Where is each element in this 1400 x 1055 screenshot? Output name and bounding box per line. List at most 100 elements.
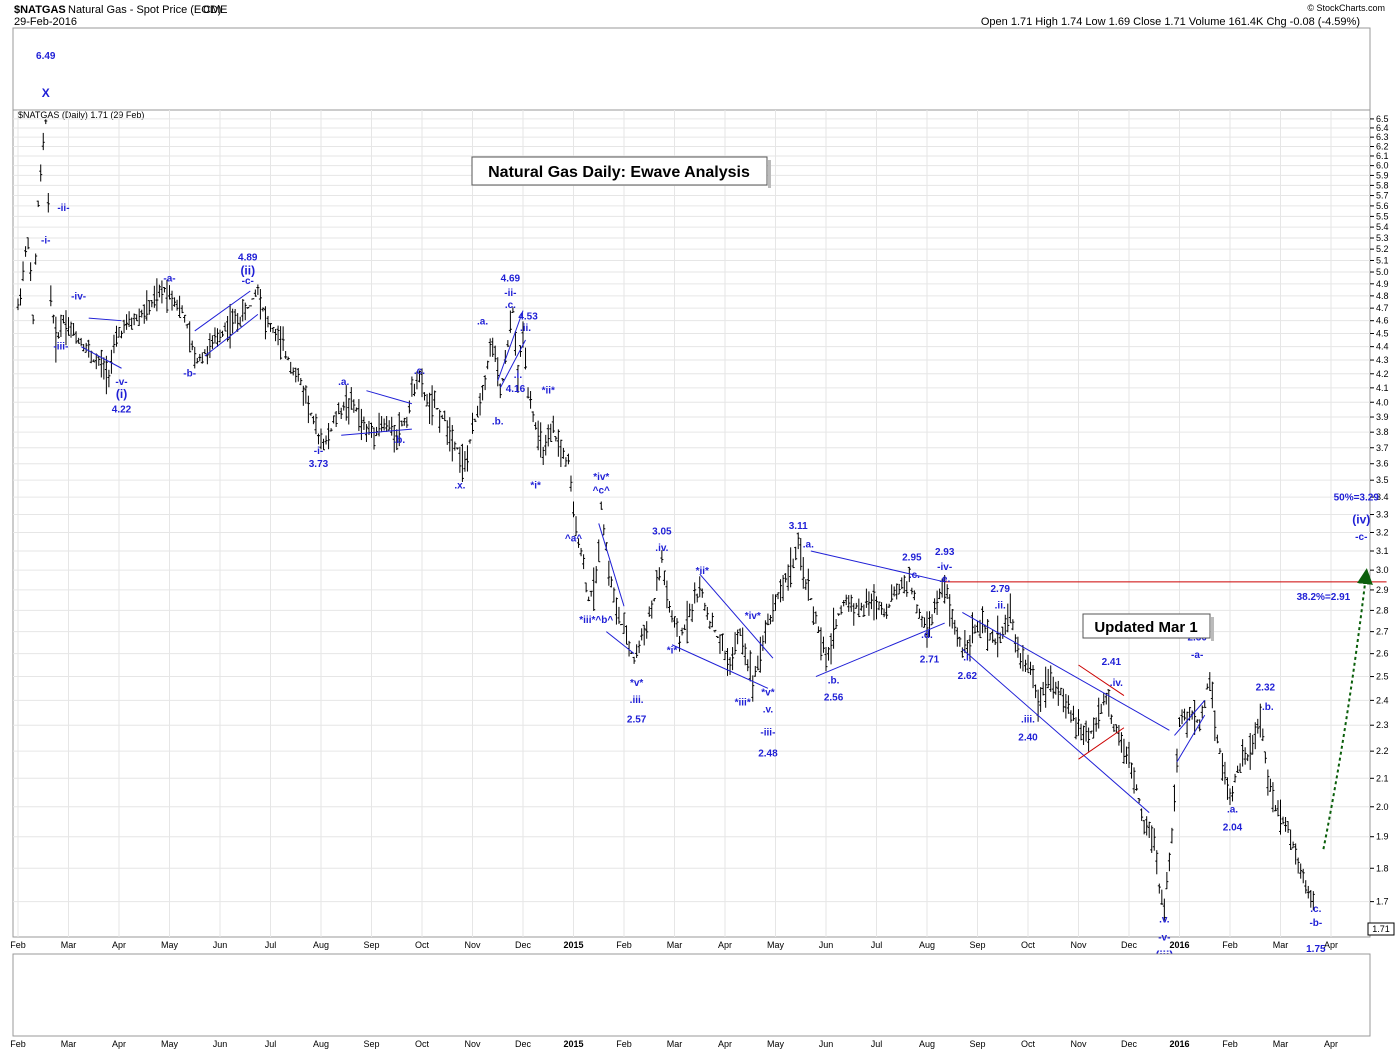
- x-tick-label: Oct: [415, 1039, 430, 1049]
- updated-note: Updated Mar 1: [1094, 619, 1197, 636]
- x-axis-bottom: Feb Mar Apr May Jun Jul Aug Sep Oct Nov Dec 2015 Feb…: [10, 1039, 1338, 1049]
- wave-label: 2.48: [758, 748, 778, 759]
- x-tick-label: Nov: [1070, 1039, 1087, 1049]
- price-bars: [16, 119, 1315, 921]
- wave-label: *i*: [667, 646, 678, 657]
- wave-label: (ii): [240, 263, 255, 277]
- ohlc-readout: Open 1.71 High 1.74 Low 1.69 Close 1.71 …: [981, 16, 1360, 28]
- wave-label: .a.: [1227, 805, 1238, 816]
- y-tick-label: 3.6: [1376, 459, 1389, 469]
- y-tick-label: 4.6: [1376, 316, 1389, 326]
- wave-label: *ii*: [542, 386, 555, 397]
- y-tick-label: 4.4: [1376, 342, 1389, 352]
- wave-label: *v*: [630, 678, 643, 689]
- x-tick-label: Feb: [10, 1039, 26, 1049]
- x-tick-label: Apr: [112, 1039, 126, 1049]
- wave-label: 2.62: [958, 671, 978, 682]
- x-tick-label: Aug: [919, 940, 935, 950]
- x-tick-label: Sep: [969, 1039, 985, 1049]
- trendline: [606, 631, 635, 655]
- wave-label: -v-: [115, 377, 127, 388]
- wave-label: 1.75: [1306, 944, 1326, 955]
- trendline: [366, 390, 413, 405]
- x-tick-label: Mar: [1273, 940, 1289, 950]
- x-tick-label: Mar: [61, 1039, 77, 1049]
- x-tick-label: May: [767, 1039, 785, 1049]
- y-axis: 1.7 1.8 1.9 2.0 2.1 2.2 2.3 2.4 2.5 2.6 2.7 2.8 2.9 3…: [1370, 114, 1389, 907]
- wave-label: *iii*: [735, 697, 751, 708]
- trendline: [88, 317, 122, 322]
- title-box: [471, 156, 768, 186]
- x-tick-label: Dec: [515, 940, 532, 950]
- wave-label: 2.95: [902, 552, 922, 563]
- trendline: [671, 644, 769, 689]
- trendline: [962, 648, 1150, 814]
- y-tick-label: 2.7: [1376, 627, 1389, 637]
- wave-label: .x.: [454, 481, 465, 492]
- wave-label: .a.: [338, 377, 349, 388]
- y-tick-label: 4.1: [1376, 383, 1389, 393]
- wave-label: *v*: [761, 688, 774, 699]
- y-tick-label: 6.2: [1376, 141, 1389, 151]
- wave-label: -v-: [1158, 933, 1170, 944]
- y-tick-label: 3.2: [1376, 527, 1389, 537]
- wave-label: (iv): [1352, 512, 1370, 526]
- y-tick-label: 6.4: [1376, 123, 1389, 133]
- wave-label: 6.49: [36, 51, 56, 62]
- y-tick-label: 4.5: [1376, 329, 1389, 339]
- y-tick-label: 2.3: [1376, 720, 1389, 730]
- x-tick-label: 2016: [1169, 940, 1189, 950]
- resistance-line: [1078, 664, 1125, 696]
- wave-label: .i.: [514, 370, 523, 381]
- wave-label: .i.: [963, 652, 972, 663]
- y-tick-label: 5.7: [1376, 191, 1389, 201]
- x-tick-label: Apr: [718, 940, 732, 950]
- trendline: [810, 550, 945, 583]
- x-tick-label: Oct: [1021, 940, 1036, 950]
- x-tick-label: 2015: [563, 1039, 583, 1049]
- wave-label: 2.79: [990, 584, 1010, 595]
- projection-arrow: [1322, 568, 1373, 850]
- x-tick-label: Feb: [10, 940, 26, 950]
- x-tick-label: Mar: [61, 940, 77, 950]
- wave-label: -iv-: [71, 292, 86, 303]
- wave-label: .ii.: [520, 323, 531, 334]
- y-tick-label: 6.0: [1376, 161, 1389, 171]
- wave-label: *iv*: [745, 611, 761, 622]
- trendline: [962, 612, 1170, 731]
- trendline: [497, 310, 524, 381]
- trendline: [194, 290, 251, 332]
- x-tick-label: Sep: [363, 1039, 379, 1049]
- wave-label: *i*: [530, 481, 541, 492]
- wave-label: *iii*^b^: [579, 615, 613, 626]
- x-tick-label: Feb: [616, 940, 632, 950]
- y-tick-label: 1.7: [1376, 897, 1389, 907]
- y-tick-label: 1.8: [1376, 863, 1389, 873]
- wave-label: .iii.: [1021, 715, 1035, 726]
- x-tick-label: Jun: [819, 940, 834, 950]
- updated-box: [1082, 613, 1211, 639]
- wave-label: .b.: [1262, 702, 1274, 713]
- wave-label: 2.93: [935, 547, 955, 558]
- chart-date: 29-Feb-2016: [14, 16, 77, 28]
- x-tick-label: Jun: [819, 1039, 834, 1049]
- wave-label: -b-: [1309, 918, 1322, 929]
- wave-label: 4.53: [518, 311, 538, 322]
- wave-label: 2.41: [1102, 657, 1122, 668]
- y-tick-label: 6.3: [1376, 132, 1389, 142]
- y-tick-label: 1.9: [1376, 832, 1389, 842]
- wave-label: *ii*: [696, 566, 709, 577]
- wave-label: -a-: [1191, 650, 1203, 661]
- x-tick-label: Sep: [363, 940, 379, 950]
- wave-label: *iv*: [593, 472, 609, 483]
- wave-label: -c-: [242, 276, 254, 287]
- x-tick-label: Jun: [213, 1039, 228, 1049]
- wave-label: 50%=3.29: [1334, 493, 1380, 504]
- wave-label: X: [42, 86, 50, 100]
- x-tick-label: Jun: [213, 940, 228, 950]
- wave-label: ^c^: [593, 486, 610, 497]
- y-tick-label: 2.5: [1376, 672, 1389, 682]
- x-tick-label: Jul: [265, 940, 277, 950]
- trendline: [204, 313, 259, 357]
